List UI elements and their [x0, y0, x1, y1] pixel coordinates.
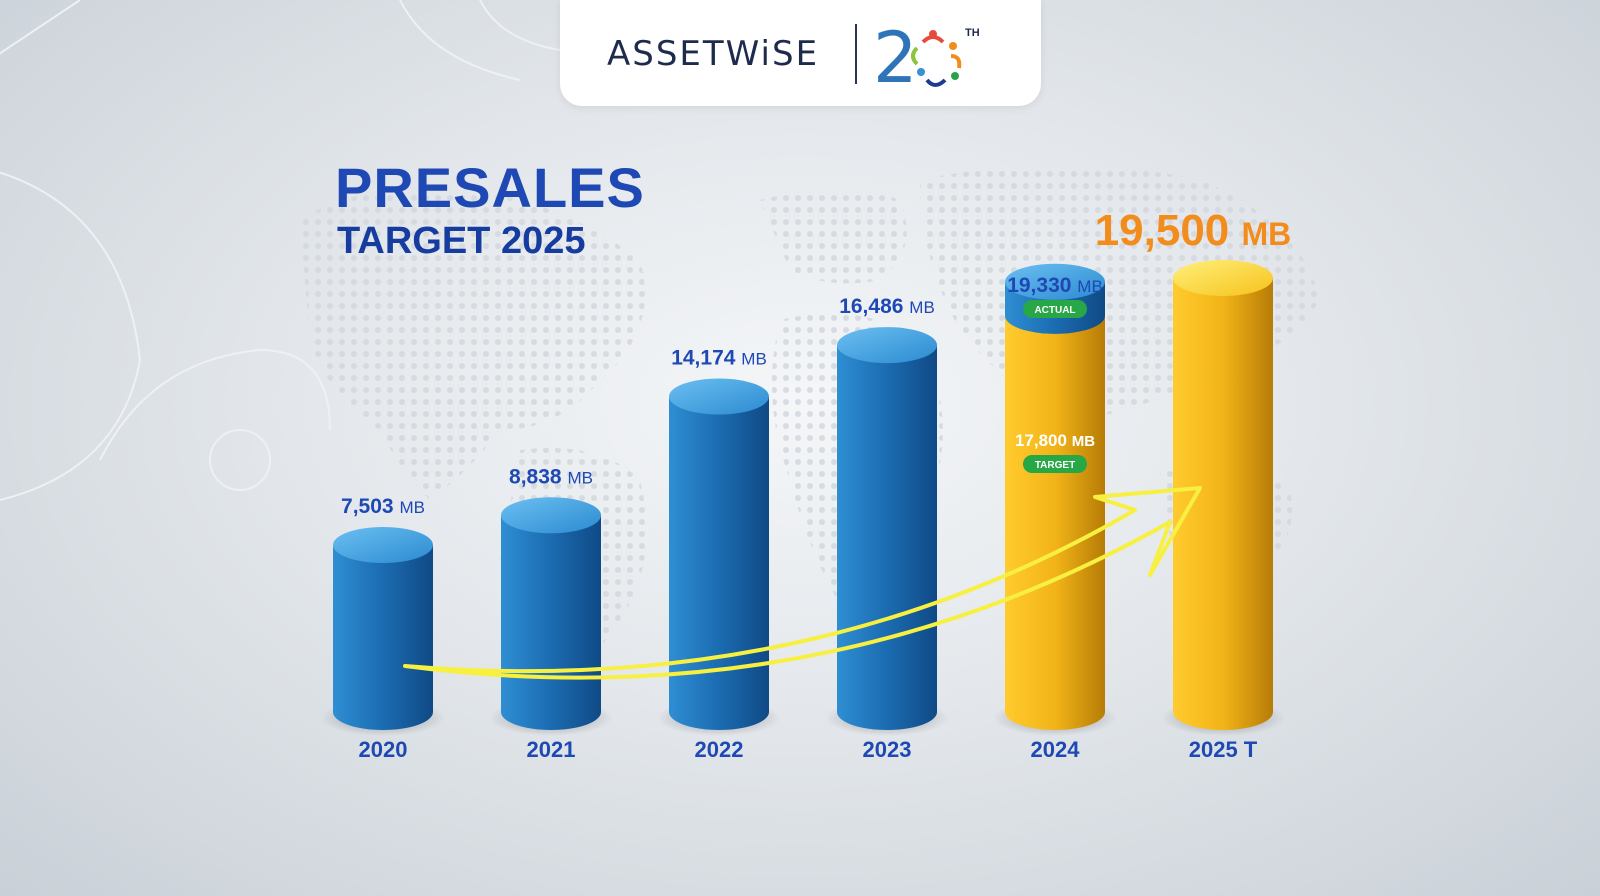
- value-label: 16,486 MB: [839, 295, 935, 318]
- brand-logo: ASSETWiSE: [607, 34, 820, 74]
- year-label: 2024: [1031, 737, 1081, 762]
- anniversary-logo: 2 TH: [873, 17, 980, 94]
- value-label: 19,330 MB: [1007, 274, 1103, 297]
- logo-divider: [855, 24, 857, 84]
- value-label: 14,174 MB: [671, 347, 767, 370]
- target-badge: TARGET: [1023, 455, 1087, 473]
- bar-2022: [657, 378, 781, 736]
- anniversary-suffix: TH: [965, 27, 980, 39]
- growth-arrow: [403, 486, 1202, 680]
- bar-2021: [489, 497, 613, 736]
- svg-text:ACTUAL: ACTUAL: [1034, 305, 1075, 316]
- chart-title: PRESALES: [335, 156, 645, 219]
- value-label: 8,838 MB: [509, 465, 593, 488]
- bar-2024: [993, 263, 1117, 736]
- actual-badge: ACTUAL: [1023, 300, 1087, 318]
- decorative-arcs: [0, 0, 561, 501]
- logo-card: ASSETWiSE 2 TH: [560, 0, 1041, 106]
- year-label: 2025 T: [1189, 737, 1258, 762]
- year-label: 2021: [527, 737, 576, 762]
- bar-2025-t: [1161, 260, 1285, 736]
- value-label: 7,503 MB: [341, 495, 425, 518]
- year-label: 2020: [359, 737, 408, 762]
- bar-2023: [825, 327, 949, 736]
- svg-text:TARGET: TARGET: [1035, 460, 1075, 471]
- bar-2020: [321, 527, 445, 736]
- value-label-2025: 19,500 MB: [1095, 206, 1292, 255]
- chart-subtitle: TARGET 2025: [337, 220, 586, 262]
- year-label: 2022: [695, 737, 744, 762]
- anniversary-ring-icon: [911, 30, 962, 87]
- anniversary-number: 2: [873, 17, 918, 94]
- year-label: 2023: [863, 737, 912, 762]
- target-value-label: 17,800 MB: [1015, 431, 1095, 450]
